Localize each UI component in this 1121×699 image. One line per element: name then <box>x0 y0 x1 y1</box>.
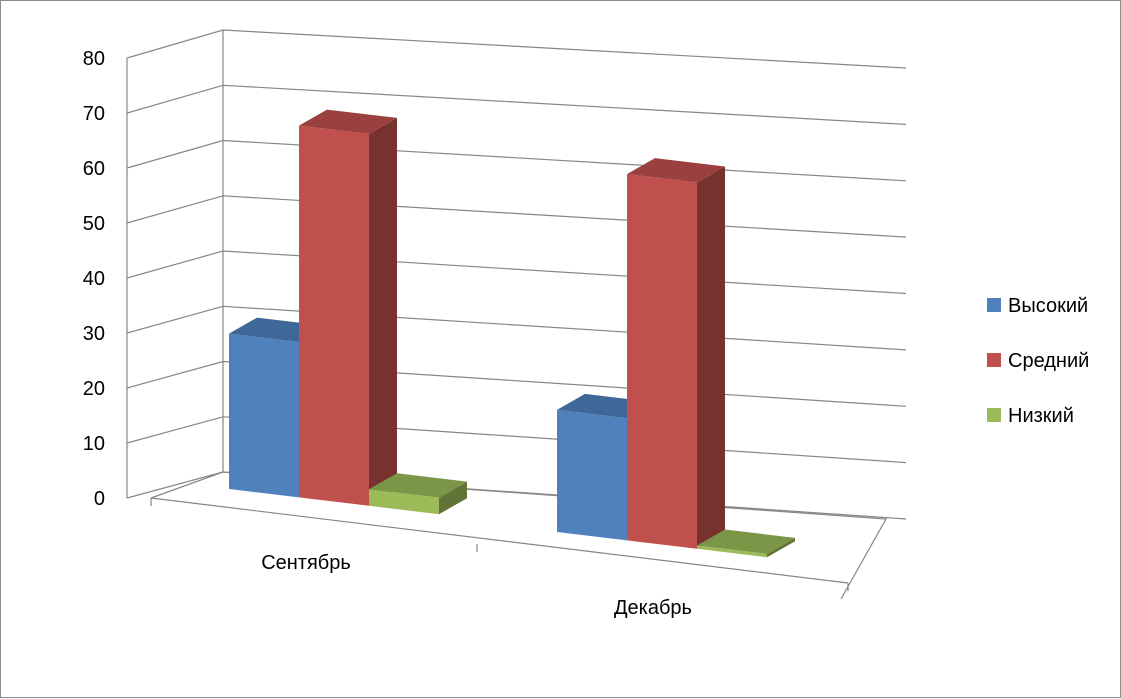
y-tick-label: 30 <box>83 323 105 345</box>
y-tick-label: 10 <box>83 433 105 455</box>
bar <box>627 158 725 549</box>
y-tick-label: 40 <box>83 268 105 290</box>
y-tick-label: 80 <box>83 48 105 70</box>
legend-label: Средний <box>1008 350 1089 372</box>
bar-front <box>369 489 439 515</box>
gridline <box>126 84 907 125</box>
category-label: Сентябрь <box>261 552 351 574</box>
y-tick-label: 0 <box>94 488 105 510</box>
y-tick-label: 50 <box>83 213 105 235</box>
bar <box>697 529 795 558</box>
bar-side <box>767 537 795 558</box>
bar-side <box>439 481 467 515</box>
gridlines <box>126 29 907 600</box>
bar-top <box>627 158 725 183</box>
bars <box>229 109 795 558</box>
y-tick-labels: 0 10 20 30 40 50 60 70 80 <box>83 48 105 510</box>
bar-front <box>229 333 299 498</box>
legend-label: Низкий <box>1008 405 1074 427</box>
gridline <box>126 195 907 238</box>
category-label: Декабрь <box>614 597 692 619</box>
legend: Высокий Средний Низкий <box>987 295 1089 427</box>
legend-swatch <box>987 408 1001 422</box>
gridline <box>126 139 907 182</box>
legend-swatch <box>987 298 1001 312</box>
bar-top <box>697 529 795 554</box>
bar-top <box>369 473 467 498</box>
legend-label: Высокий <box>1008 295 1088 317</box>
category-labels: Сентябрь Декабрь <box>150 498 849 619</box>
y-tick-label: 20 <box>83 378 105 400</box>
bar-front <box>697 545 767 558</box>
y-tick-label: 70 <box>83 103 105 125</box>
bar-side <box>697 166 725 549</box>
y-tick-label: 60 <box>83 158 105 180</box>
bar-top <box>299 109 397 134</box>
bar <box>369 473 467 515</box>
bar-front <box>557 409 627 541</box>
floor-edge <box>150 471 887 600</box>
bar-side <box>369 117 397 506</box>
bar-front <box>627 174 697 549</box>
gridline <box>126 29 907 69</box>
x-axis-line <box>150 497 849 584</box>
legend-swatch <box>987 353 1001 367</box>
bar-front <box>299 125 369 506</box>
bar <box>299 109 397 506</box>
gridline <box>126 250 907 295</box>
